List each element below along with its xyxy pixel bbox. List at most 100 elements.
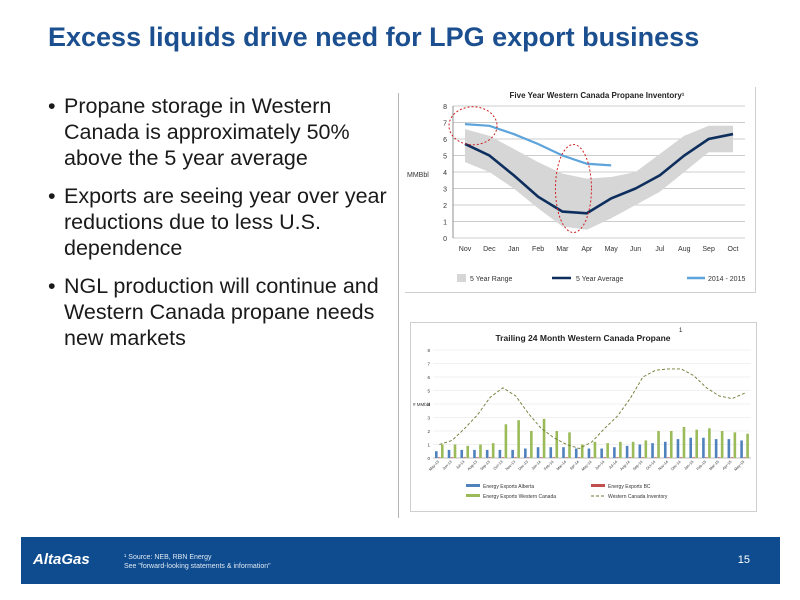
legend-swatch (457, 274, 466, 282)
bar (603, 457, 606, 458)
legend-label: Western Canada Inventory (608, 494, 668, 500)
x-tick-label: Sep (702, 246, 715, 253)
legend-label: 5 Year Average (576, 276, 623, 283)
y-tick-label: 0 (427, 456, 430, 461)
bar (511, 449, 514, 458)
trailing-chart: Trailing 24 Month Western Canada Propane… (413, 328, 751, 500)
bar (479, 444, 482, 458)
x-tick-label: Feb (532, 246, 544, 253)
y-tick-label: 5 (443, 154, 447, 161)
bar (527, 457, 530, 458)
bar (438, 457, 441, 458)
bar (717, 457, 721, 458)
bar (669, 431, 673, 458)
y-tick-label: 6 (427, 375, 430, 380)
x-tick-label: Jul-14 (608, 460, 618, 470)
bar (524, 448, 527, 458)
bar (580, 444, 584, 458)
chart-title: Five Year Western Canada Propane Invento… (510, 91, 685, 100)
legend-label: 5 Year Range (470, 276, 513, 283)
x-tick-label: Apr-15 (722, 460, 733, 471)
bar (460, 449, 464, 458)
x-tick-label: Mar-15 (709, 460, 720, 471)
bar (619, 441, 622, 458)
x-tick-label: Jul-13 (455, 460, 465, 470)
x-tick-label: Mar-14 (556, 460, 567, 471)
bullet-item: • Exports are seeing year over year reduc… (48, 183, 388, 261)
x-tick-label: Jun-13 (442, 460, 453, 471)
bar (628, 457, 632, 458)
y-tick-label: 8 (427, 348, 430, 353)
bar (577, 457, 581, 458)
x-tick-label: Nov (459, 246, 472, 253)
bar (600, 448, 603, 458)
x-tick-label: May-15 (734, 460, 746, 472)
footer-bar: AltaGas ¹ Source: NEB, RBN Energy See "f… (21, 537, 780, 584)
bar (590, 457, 594, 458)
bullet-text: Exports are seeing year over year reduct… (64, 184, 387, 260)
x-tick-label: Nov-14 (658, 460, 669, 471)
bar (485, 449, 489, 458)
bar (517, 420, 520, 458)
bar (740, 440, 743, 458)
bar (466, 445, 470, 458)
bar (530, 431, 533, 458)
y-tick-label: 7 (443, 121, 447, 128)
bullet-marker: • (48, 184, 56, 208)
y-tick-label: 1 (443, 220, 447, 227)
legend-label: Energy Exports Western Canada (483, 494, 556, 500)
bar (663, 441, 667, 458)
bar (638, 444, 642, 458)
bar (555, 431, 559, 458)
bar (441, 444, 444, 458)
bar (539, 457, 543, 458)
bar (473, 449, 476, 458)
bar (651, 443, 654, 458)
altagas-logo: AltaGas (33, 551, 90, 568)
bar (654, 457, 657, 458)
legend-swatch (466, 484, 480, 487)
y-tick-label: 4 (427, 402, 430, 407)
bar (504, 424, 508, 458)
x-tick-label: Oct-13 (493, 460, 504, 471)
x-tick-label: Apr-14 (569, 460, 580, 471)
legend-label: 2014 - 2015 (708, 276, 745, 283)
disclaimer-link[interactable]: See "forward-looking statements & inform… (124, 563, 271, 570)
bar (746, 433, 749, 458)
bar (587, 448, 591, 458)
bar (514, 457, 517, 458)
x-tick-label: Dec (483, 246, 496, 253)
legend-label: Energy Exports BC (608, 484, 651, 490)
bar (613, 447, 616, 458)
x-tick-label: Jan (508, 246, 519, 253)
bullet-list: • Propane storage in Western Canada is ap… (48, 93, 388, 363)
bar (593, 441, 597, 458)
bullet-marker: • (48, 274, 56, 298)
legend-swatch (591, 484, 605, 487)
series-line (464, 123, 612, 167)
y-tick-label: 3 (427, 416, 430, 421)
y-tick-label: 8 (443, 104, 447, 111)
bar (730, 457, 734, 458)
y-tick-label: 3 (443, 187, 447, 194)
bar (450, 457, 454, 458)
bar (644, 440, 648, 458)
bar (708, 428, 711, 458)
highlight-ellipse (448, 106, 498, 146)
bar (743, 457, 746, 458)
bar (682, 426, 686, 458)
bar (714, 439, 718, 458)
x-tick-label: Jan-15 (683, 460, 694, 471)
bullet-item: • Propane storage in Western Canada is ap… (48, 93, 388, 171)
x-tick-label: Dec-13 (518, 460, 529, 471)
x-tick-label: Sep-13 (479, 460, 490, 471)
y-tick-label: 6 (443, 137, 447, 144)
bar (616, 457, 619, 458)
bar (689, 437, 692, 458)
y-tick-label: 2 (443, 203, 447, 210)
bar (491, 443, 495, 458)
x-tick-label: Apr (581, 246, 593, 253)
bar (453, 444, 457, 458)
x-tick-label: Aug-14 (619, 460, 630, 471)
bar (488, 457, 492, 458)
